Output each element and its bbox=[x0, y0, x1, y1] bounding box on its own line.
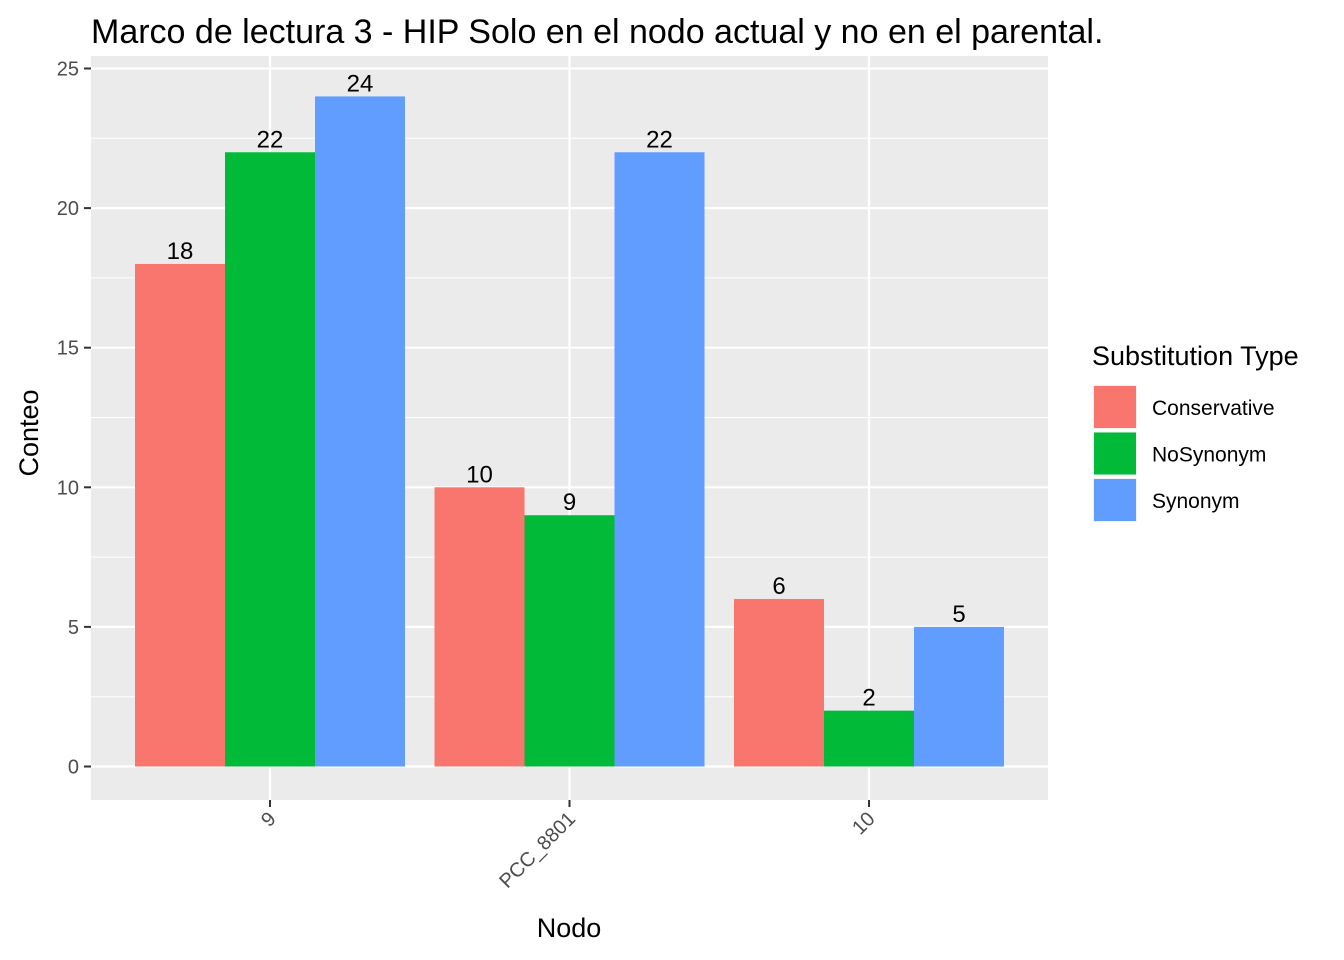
data-label: 22 bbox=[257, 126, 284, 153]
bar bbox=[734, 598, 824, 767]
legend-key bbox=[1094, 479, 1136, 521]
data-label: 18 bbox=[167, 238, 194, 265]
legend-title: Substitution Type bbox=[1092, 341, 1299, 371]
data-labels: 18 22 24 10 9 22 6 2 5 bbox=[167, 70, 966, 711]
bar bbox=[315, 96, 405, 767]
y-tick-label: 10 bbox=[57, 477, 79, 499]
data-label: 22 bbox=[646, 126, 673, 153]
legend-label: Conservative bbox=[1152, 397, 1275, 420]
legend-key bbox=[1094, 386, 1136, 428]
y-tick-label: 5 bbox=[68, 617, 79, 639]
x-tick-label: PCC_8801 bbox=[495, 808, 580, 893]
y-tick-label: 0 bbox=[68, 757, 79, 779]
y-tick-label: 25 bbox=[57, 59, 79, 81]
y-tick-label: 15 bbox=[57, 338, 79, 360]
bar bbox=[524, 515, 615, 767]
x-tick-label: 10 bbox=[848, 808, 879, 839]
legend-label: NoSynonym bbox=[1152, 444, 1266, 467]
y-axis-title: Conteo bbox=[14, 389, 44, 476]
bar bbox=[434, 487, 525, 767]
data-label: 2 bbox=[862, 685, 875, 712]
x-tick-label: 9 bbox=[257, 808, 280, 831]
legend-key bbox=[1094, 432, 1136, 475]
bar bbox=[824, 710, 914, 767]
data-label: 24 bbox=[347, 70, 374, 97]
chart-title: Marco de lectura 3 - HIP Solo en el nodo… bbox=[91, 13, 1103, 51]
bar bbox=[135, 263, 225, 767]
bars bbox=[135, 96, 1004, 767]
data-label: 9 bbox=[563, 489, 576, 516]
x-axis-title: Nodo bbox=[537, 913, 602, 943]
data-label: 10 bbox=[466, 461, 493, 488]
legend: Substitution Type Conservative NoSynonym S… bbox=[1092, 341, 1299, 522]
bar bbox=[914, 626, 1004, 767]
data-label: 5 bbox=[952, 601, 965, 628]
y-tick-label: 20 bbox=[57, 198, 79, 220]
legend-label: Synonym bbox=[1152, 490, 1240, 513]
x-axis: 9 PCC_8801 10 bbox=[257, 800, 880, 893]
data-label: 6 bbox=[772, 573, 785, 600]
bar bbox=[614, 152, 705, 767]
y-axis: 0 5 10 15 20 25 bbox=[57, 59, 91, 779]
bar bbox=[225, 152, 315, 767]
